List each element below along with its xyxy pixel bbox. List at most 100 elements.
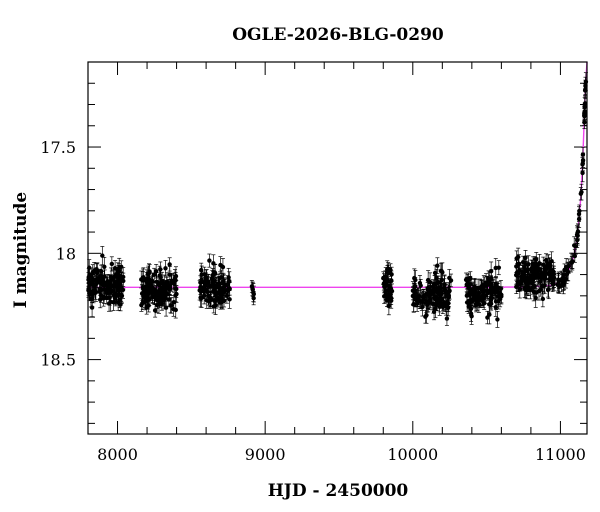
data-point <box>541 262 546 268</box>
data-point <box>433 302 439 307</box>
data-point <box>421 293 427 299</box>
data-point <box>446 292 451 297</box>
data-point <box>530 261 536 266</box>
data-point <box>118 302 123 307</box>
data-point <box>90 296 95 301</box>
data-point <box>488 297 494 303</box>
data-point <box>226 275 231 280</box>
data-point <box>540 296 546 302</box>
data-point <box>389 288 395 294</box>
data-point <box>579 189 584 195</box>
data-point <box>109 261 115 267</box>
data-point <box>139 302 144 308</box>
data-point <box>166 297 172 302</box>
data-point <box>576 211 582 217</box>
data-point <box>487 312 492 317</box>
data-point <box>171 299 177 305</box>
data-point <box>414 301 420 306</box>
data-point <box>161 291 166 296</box>
data-point <box>546 287 551 292</box>
data-point <box>383 275 388 280</box>
data-point <box>520 276 525 281</box>
data-point <box>438 286 444 291</box>
data-point <box>469 314 474 319</box>
data-point <box>580 170 585 176</box>
data-point <box>386 303 392 309</box>
data-point <box>551 275 557 281</box>
data-point <box>139 277 144 282</box>
data-point <box>142 295 148 301</box>
data-point <box>434 298 440 304</box>
data-point <box>167 286 173 292</box>
data-point <box>159 294 164 300</box>
data-point <box>94 279 99 285</box>
data-point <box>107 282 112 287</box>
data-point <box>163 266 168 271</box>
data-point <box>572 243 577 248</box>
data-point <box>439 296 444 301</box>
data-point <box>556 277 561 283</box>
data-point <box>115 281 120 286</box>
data-point <box>427 289 432 294</box>
data-point <box>499 294 504 299</box>
data-point <box>418 283 423 288</box>
data-point <box>157 273 162 278</box>
data-point <box>102 264 107 270</box>
data-point <box>227 279 232 284</box>
x-tick-label: 10000 <box>387 445 438 464</box>
y-tick-label: 17.5 <box>40 138 76 157</box>
data-point <box>564 272 570 277</box>
data-point <box>439 268 444 274</box>
data-point <box>199 295 204 301</box>
data-point <box>389 298 394 303</box>
data-point <box>174 286 179 292</box>
data-point <box>150 279 155 284</box>
data-point <box>164 285 169 291</box>
data-point <box>444 316 450 321</box>
data-point <box>101 296 106 301</box>
data-point <box>420 304 425 310</box>
data-points-layer <box>86 72 589 328</box>
data-point <box>468 306 474 312</box>
data-point <box>536 288 542 294</box>
data-point <box>485 288 490 293</box>
data-point <box>485 281 490 286</box>
x-tick-label: 9000 <box>245 445 286 464</box>
data-point <box>157 298 162 304</box>
data-point <box>411 288 417 293</box>
data-point <box>147 269 152 274</box>
data-point <box>158 267 163 272</box>
data-point <box>533 295 538 301</box>
data-point <box>568 260 574 265</box>
data-point <box>385 267 390 272</box>
data-point <box>171 279 176 284</box>
data-point <box>208 297 214 303</box>
data-point <box>542 276 547 281</box>
data-point <box>202 280 207 285</box>
data-point <box>566 263 571 269</box>
data-point <box>522 265 527 271</box>
data-point <box>478 295 483 301</box>
data-point <box>582 101 588 106</box>
data-point <box>545 261 551 267</box>
data-point <box>473 301 479 307</box>
data-point <box>433 306 438 311</box>
data-point <box>496 298 501 304</box>
data-point <box>531 266 536 271</box>
data-point <box>167 262 172 267</box>
model-curve <box>88 61 588 288</box>
data-point <box>173 292 178 298</box>
data-point <box>109 288 115 293</box>
data-point <box>152 308 158 313</box>
data-point <box>93 290 99 295</box>
data-point <box>162 295 167 300</box>
data-point <box>464 282 469 287</box>
x-tick-label: 11000 <box>535 445 586 464</box>
data-point <box>580 162 585 167</box>
data-point <box>106 301 112 306</box>
data-point <box>389 272 394 277</box>
data-point <box>435 263 440 268</box>
data-point <box>153 269 159 274</box>
data-point <box>199 272 204 277</box>
data-point <box>514 270 520 275</box>
